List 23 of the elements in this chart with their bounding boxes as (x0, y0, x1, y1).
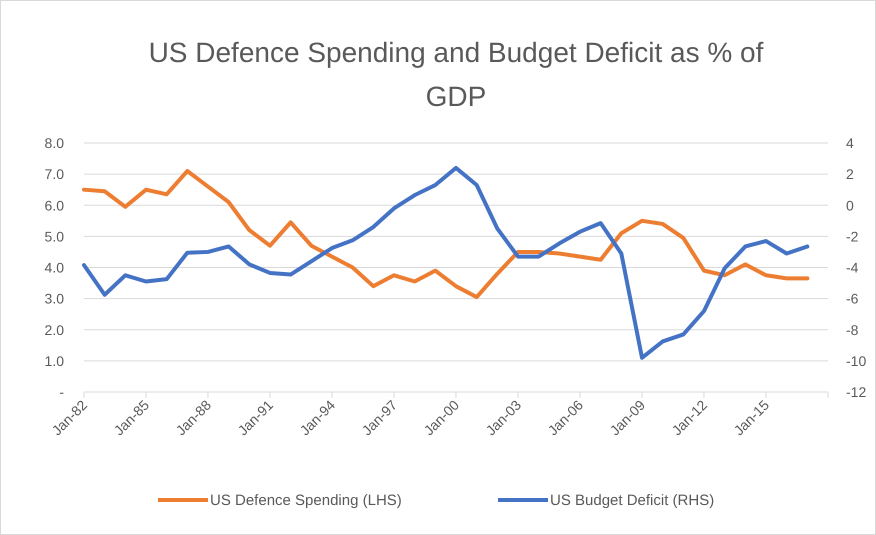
y-tick-label: 3.0 (44, 290, 64, 307)
y2-tick-label: -10 (846, 352, 866, 369)
y2-tick-label: -4 (846, 260, 859, 276)
y2-tick-label: -8 (846, 322, 859, 338)
y-tick-label: 5.0 (44, 228, 64, 244)
line-series (82, 166, 810, 360)
y-tick-label: - (59, 384, 64, 400)
legend-label: US Budget Deficit (RHS) (550, 492, 714, 509)
y2-tick-label: -2 (846, 228, 859, 244)
chart-title: US Defence Spending and Budget Deficit as % of GDP (148, 37, 764, 112)
y-tick-label: 8.0 (44, 135, 64, 151)
y2-tick-label: 0 (846, 197, 854, 214)
y-tick-label: 7.0 (44, 166, 64, 182)
y2-tick-label: 2 (846, 166, 854, 182)
legend-label: US Defence Spending (LHS) (210, 492, 402, 509)
y-tick-label: 1.0 (44, 352, 64, 369)
y2-tick-label: -12 (846, 384, 866, 400)
line-series (82, 169, 810, 300)
y-tick-label: 4.0 (44, 260, 64, 276)
y2-tick-label: -6 (846, 290, 859, 307)
y-tick-label: 2.0 (44, 322, 64, 338)
y-tick-label: 6.0 (44, 197, 64, 214)
y2-tick-label: 4 (846, 135, 854, 151)
